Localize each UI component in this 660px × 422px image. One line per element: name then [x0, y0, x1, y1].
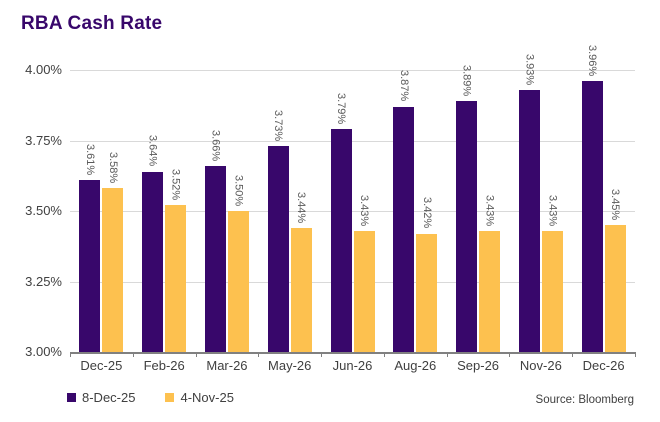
- bar-group: 3.96% 3.45%: [572, 45, 635, 352]
- y-tick-label: 3.25%: [25, 273, 62, 289]
- legend-item: 4-Nov-25: [165, 390, 234, 405]
- gridline: [70, 140, 635, 142]
- bar-value-label: 3.58%: [106, 152, 119, 184]
- bar: 3.66%: [204, 130, 226, 352]
- bar-value-label: 3.52%: [169, 169, 182, 201]
- bar-value-label: 3.43%: [358, 194, 371, 226]
- bar-value-label: 3.73%: [272, 109, 285, 142]
- bar-value-label: 3.43%: [483, 194, 496, 226]
- axis-tick: [321, 352, 323, 357]
- gridline: [70, 211, 635, 212]
- bar: 3.50%: [227, 175, 249, 352]
- gridline: [70, 281, 635, 283]
- x-tick-label: Dec-26: [582, 358, 625, 373]
- bar-value-label: 3.93%: [523, 53, 536, 85]
- bar: 3.43%: [541, 195, 563, 352]
- axis-tick: [258, 352, 260, 357]
- x-axis-line: [70, 352, 635, 354]
- chart-title: RBA Cash Rate: [21, 13, 163, 34]
- bar-value-label: 3.45%: [609, 188, 622, 221]
- x-tick-label: Sep-26: [457, 358, 500, 373]
- bar: 3.93%: [518, 54, 540, 352]
- bar-groups: 3.61% 3.58% 3.64% 3.52% 3.66% 3.50% 3.73% 3.44%…: [70, 45, 635, 352]
- axis-tick: [572, 352, 574, 357]
- gridline: [70, 70, 635, 71]
- bar: 3.73%: [267, 110, 289, 352]
- bar-value-label: 3.64%: [146, 135, 159, 167]
- x-tick-label: Dec-25: [80, 358, 123, 373]
- legend-item: 8-Dec-25: [67, 390, 135, 405]
- bar-group: 3.64% 3.52%: [133, 70, 196, 352]
- legend-swatch-series1: [67, 393, 76, 402]
- y-tick-label: 3.50%: [25, 203, 62, 218]
- bar-value-label: 3.43%: [546, 194, 559, 226]
- bar: 3.44%: [290, 192, 312, 352]
- bar: 3.52%: [165, 169, 187, 352]
- bar-group: 3.61% 3.58%: [70, 70, 133, 352]
- legend: 8-Dec-25 4-Nov-25: [67, 390, 234, 405]
- x-tick-label: Jun-26: [332, 358, 373, 373]
- bar-value-label: 3.50%: [232, 174, 245, 206]
- x-tick-label: May-26: [268, 358, 312, 373]
- x-axis-ticks: [70, 352, 636, 357]
- bar: 3.87%: [393, 70, 415, 352]
- bar: 3.42%: [416, 197, 438, 352]
- bar-value-label: 3.87%: [397, 70, 410, 102]
- axis-tick: [383, 352, 385, 357]
- y-tick-label: 3.00%: [25, 344, 62, 359]
- bar: 3.58%: [102, 152, 124, 352]
- bar: 3.79%: [330, 93, 352, 352]
- bar-value-label: 3.44%: [295, 191, 308, 223]
- legend-label: 4-Nov-25: [180, 390, 234, 405]
- axis-tick: [509, 352, 511, 357]
- legend-swatch-series2: [165, 393, 175, 402]
- bar-value-label: 3.79%: [335, 93, 348, 125]
- y-tick-label: 4.00%: [25, 62, 62, 77]
- axis-tick: [70, 352, 71, 357]
- bar-value-label: 3.89%: [460, 64, 473, 97]
- bar: 3.89%: [456, 65, 478, 352]
- x-tick-label: Feb-26: [143, 358, 185, 373]
- y-tick-label: 3.75%: [25, 132, 62, 148]
- bar: 3.43%: [353, 195, 375, 352]
- bar-value-label: 3.42%: [420, 197, 433, 229]
- axis-tick: [446, 352, 448, 357]
- bar-value-label: 3.96%: [586, 45, 599, 77]
- bar: 3.43%: [479, 195, 501, 352]
- bar-group: 3.66% 3.50%: [196, 70, 259, 352]
- axis-tick: [635, 352, 636, 357]
- x-tick-label: Aug-26: [394, 358, 437, 373]
- y-axis: 4.00% 3.75% 3.50% 3.25% 3.00%: [0, 62, 62, 359]
- bar-value-label: 3.61%: [83, 143, 96, 175]
- x-axis-labels: Dec-25 Feb-26 Mar-26 May-26 Jun-26 Aug-26 Sep-…: [70, 358, 635, 373]
- bar: 3.45%: [604, 189, 626, 352]
- bar-group: 3.79% 3.43%: [321, 70, 384, 352]
- source-note: Source: Bloomberg: [535, 394, 634, 406]
- bar: 3.61%: [79, 144, 101, 352]
- bar-group: 3.93% 3.43%: [509, 54, 572, 352]
- axis-tick: [132, 352, 134, 357]
- x-tick-label: Mar-26: [206, 358, 248, 373]
- legend-label: 8-Dec-25: [82, 390, 136, 405]
- plot-area: 3.61% 3.58% 3.64% 3.52% 3.66% 3.50% 3.73% 3.44%…: [70, 45, 635, 354]
- bar: 3.96%: [581, 45, 603, 352]
- bar-value-label: 3.66%: [209, 129, 222, 161]
- axis-tick: [195, 352, 197, 357]
- bar-group: 3.73% 3.44%: [258, 70, 321, 352]
- bar: 3.64%: [142, 135, 164, 352]
- bar-group: 3.87% 3.42%: [384, 70, 447, 352]
- x-tick-label: Nov-26: [519, 358, 562, 373]
- bar-group: 3.89% 3.43%: [447, 65, 510, 352]
